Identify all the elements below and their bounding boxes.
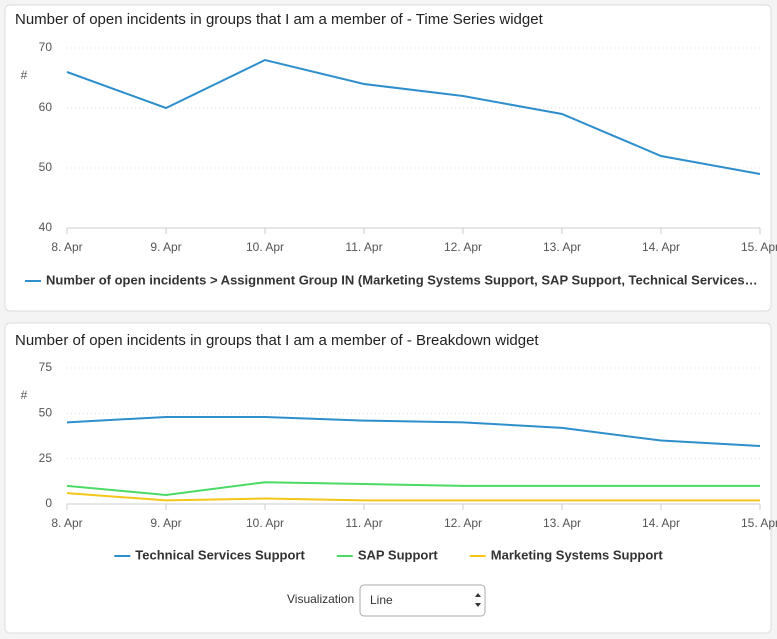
x-tick-label: 9. Apr (150, 516, 181, 530)
y-tick-label: 70 (39, 40, 53, 54)
y-axis-label: # (21, 388, 28, 402)
x-tick-label: 11. Apr (345, 516, 382, 530)
x-tick-label: 13. Apr (543, 240, 581, 254)
x-tick-label: 14. Apr (642, 516, 680, 530)
x-tick-label: 15. Apr (741, 240, 777, 254)
y-tick-label: 60 (39, 100, 53, 114)
x-tick-label: 11. Apr (345, 240, 382, 254)
widget-card (4, 4, 772, 312)
x-tick-label: 8. Apr (51, 516, 82, 530)
x-tick-label: 14. Apr (642, 240, 680, 254)
legend-label: SAP Support (358, 547, 439, 562)
legend-label: Marketing Systems Support (491, 547, 664, 562)
visualization-select[interactable] (359, 584, 486, 617)
legend-label: Technical Services Support (135, 547, 305, 562)
widget-card (4, 322, 772, 634)
y-tick-label: 75 (39, 360, 53, 374)
x-tick-label: 8. Apr (51, 240, 82, 254)
x-tick-label: 12. Apr (444, 240, 482, 254)
y-axis-label: # (21, 68, 28, 82)
y-tick-label: 0 (45, 496, 52, 510)
legend-label: Number of open incidents > Assignment Gr… (46, 272, 758, 287)
x-tick-label: 15. Apr (741, 516, 777, 530)
series-line (66, 415, 761, 447)
select-arrows (475, 593, 481, 607)
y-tick-label: 50 (39, 406, 53, 420)
x-tick-label: 12. Apr (444, 516, 482, 530)
control-label: Visualization (287, 592, 354, 606)
select-value[interactable]: Line (370, 593, 393, 607)
series-line (66, 481, 760, 496)
widget-title: Number of open incidents in groups that … (15, 11, 544, 28)
x-tick-label: 13. Apr (543, 516, 581, 530)
x-tick-label: 10. Apr (246, 516, 284, 530)
series-line (66, 58, 761, 175)
series-line (66, 492, 760, 502)
y-tick-label: 50 (39, 160, 53, 174)
x-tick-label: 10. Apr (246, 240, 284, 254)
x-tick-label: 9. Apr (150, 240, 181, 254)
y-tick-label: 25 (39, 451, 53, 465)
y-tick-label: 40 (39, 220, 53, 234)
widget-title: Number of open incidents in groups that … (15, 332, 539, 349)
